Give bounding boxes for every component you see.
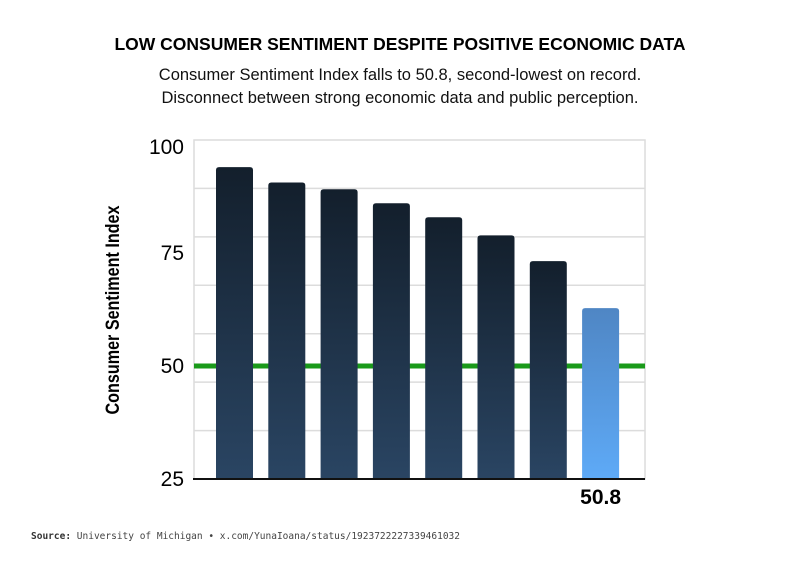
- bar: [320, 189, 358, 479]
- bar: [477, 235, 515, 479]
- gridlines: [193, 139, 646, 480]
- source-note: Source: University of Michigan • x.com/Y…: [31, 531, 460, 542]
- source-text: University of Michigan • x.com/YunaIoana…: [77, 531, 460, 542]
- y-axis-label: Consumer Sentiment Index: [102, 205, 124, 414]
- chart-subtitle-line-1: Consumer Sentiment Index falls to 50.8, …: [159, 66, 641, 84]
- y-tick-label: 75: [161, 242, 184, 265]
- bar: [372, 203, 410, 479]
- chart-subtitle-line-2: Disconnect between strong economic data …: [162, 89, 639, 107]
- data-label-latest: 50.8: [580, 486, 621, 509]
- bar-highlight: [582, 308, 620, 479]
- plot-frame: [193, 139, 646, 480]
- chart-title: LOW CONSUMER SENTIMENT DESPITE POSITIVE …: [114, 34, 685, 54]
- source-label: Source:: [31, 531, 71, 542]
- bar: [268, 182, 306, 479]
- bar: [216, 167, 253, 479]
- bars: [193, 167, 645, 480]
- y-tick-label: 50: [161, 355, 184, 378]
- y-axis-ticks: 100 75 50 25: [149, 136, 184, 491]
- y-tick-label: 25: [161, 468, 184, 491]
- y-tick-label: 100: [149, 136, 184, 159]
- bar: [425, 217, 463, 480]
- bar: [529, 261, 567, 479]
